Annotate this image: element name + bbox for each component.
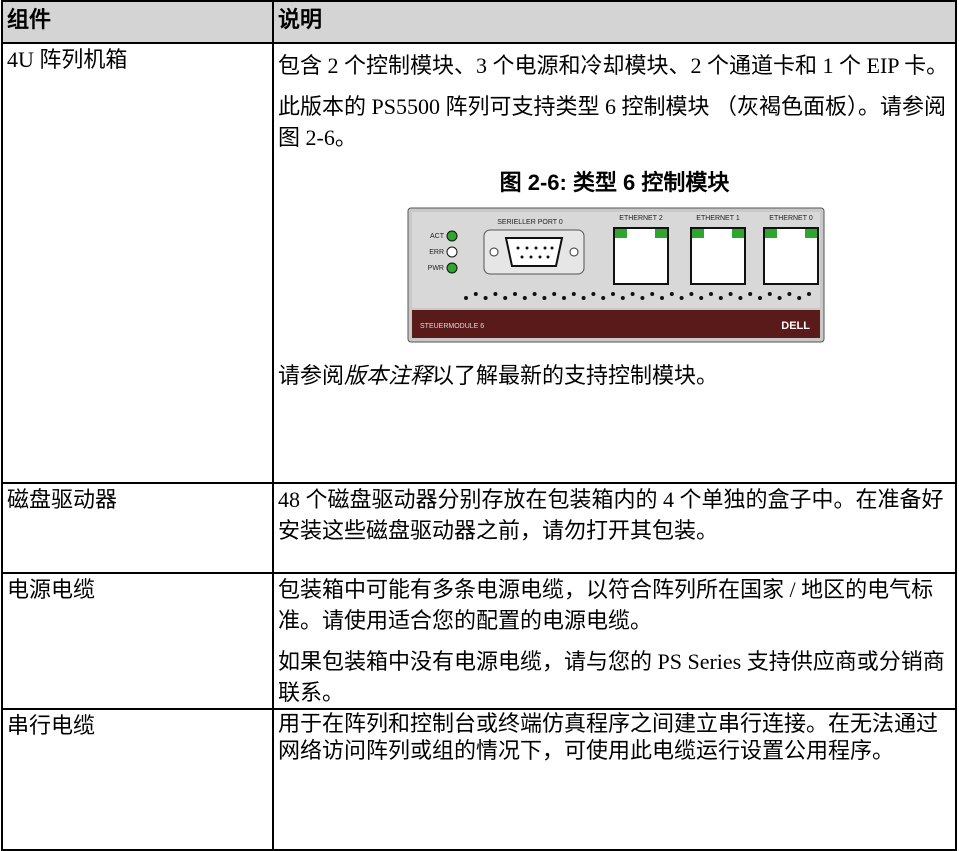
vent-dot (483, 296, 488, 300)
vent-dot (464, 296, 468, 300)
paragraph: 包装箱中可能有多条电源电缆，以符合阵列所在国家 / 地区的电气标准。请使用适合您… (278, 577, 934, 633)
led-label: ERR (429, 249, 444, 256)
vent-dot (581, 296, 586, 300)
vent-dot (797, 296, 802, 300)
vent-dot (562, 296, 566, 300)
vent-dot (679, 296, 684, 300)
description-cell: 用于在阵列和控制台或终端仿真程序之间建立串行连接。在无法通过网络访问阵列或组的情… (272, 708, 957, 851)
component-cell: 串行电缆 (1, 708, 274, 851)
paragraph: 此版本的 PS5500 阵列可支持类型 6 控制模块 （灰褐色面板）。请参阅图 … (278, 94, 946, 150)
vent-dot (513, 292, 517, 296)
port-label: ETHERNET 2 (619, 215, 663, 222)
port-label: SERIELLER PORT 0 (497, 219, 563, 226)
paragraph: 48 个磁盘驱动器分别存放在包装箱内的 4 个单独的盒子中。在准备好安装这些磁盘… (278, 487, 944, 543)
vent-dot (620, 296, 625, 300)
vent-dot (807, 292, 811, 296)
vent-dot (503, 296, 508, 300)
vent-dot (787, 292, 792, 296)
port-label: ETHERNET 0 (769, 215, 813, 222)
port-label: ETHERNET 1 (696, 215, 740, 222)
led-label: ACT (430, 233, 445, 240)
led-label: PWR (428, 265, 444, 272)
header-cell: 说明 (272, 0, 957, 44)
module-label: STEUERMODULE 6 (420, 323, 484, 330)
vent-dot (542, 296, 547, 300)
vent-dot (709, 292, 713, 296)
header-cell: 组件 (1, 0, 274, 44)
vent-dot (591, 292, 596, 296)
note-text: 以了解最新的支持控制模块。 (432, 363, 719, 388)
component-cell: 磁盘驱动器 (1, 482, 274, 574)
figure-caption: 图 2-6: 类型 6 控制模块 (499, 170, 730, 195)
module-figure: ACT ERR PWR SERIELLER PORT 0 ETHERNET 2 … (407, 207, 825, 343)
vent-dot (767, 292, 772, 296)
description-cell: 包装箱中可能有多条电源电缆，以符合阵列所在国家 / 地区的电气标准。请使用适合您… (272, 572, 957, 710)
note-text: 请参阅 (278, 363, 345, 388)
vent-dot (522, 296, 527, 300)
vent-dot (728, 292, 733, 296)
component-cell: 4U 阵列机箱 (1, 42, 274, 484)
vent-dot (758, 296, 762, 300)
vent-dot (718, 296, 723, 300)
vent-dot (493, 292, 498, 296)
description-cell: 包含 2 个控制模块、3 个电源和冷却模块、2 个通道卡和 1 个 EIP 卡。… (272, 42, 957, 484)
vent-dot (738, 296, 743, 300)
component-cell: 电源电缆 (1, 572, 274, 710)
vent-dot (630, 292, 635, 296)
paragraph: 如果包装箱中没有电源电缆，请与您的 PS Series 支持供应商或分销商联系。 (278, 649, 945, 705)
vent-dot (748, 292, 753, 296)
vent-dot (473, 292, 478, 296)
vent-dot (571, 292, 576, 296)
note-emphasis: 版本注释 (344, 363, 433, 388)
vent-dot (650, 292, 655, 296)
vent-dot (611, 292, 615, 296)
vent-dot (660, 296, 664, 300)
vent-dot (777, 296, 782, 300)
vent-dot (640, 296, 645, 300)
brand-label: DELL (781, 320, 810, 332)
vent-dot (601, 296, 606, 300)
vent-dot (699, 296, 704, 300)
paragraph: 用于在阵列和控制台或终端仿真程序之间建立串行连接。在无法通过网络访问阵列或组的情… (278, 711, 939, 763)
vent-dot (689, 292, 694, 296)
vent-dot (532, 292, 537, 296)
vent-dot (669, 292, 674, 296)
paragraph: 包含 2 个控制模块、3 个电源和冷却模块、2 个通道卡和 1 个 EIP 卡。 (278, 53, 949, 78)
description-cell: 48 个磁盘驱动器分别存放在包装箱内的 4 个单独的盒子中。在准备好安装这些磁盘… (272, 482, 957, 574)
note: 请参阅版本注释以了解最新的支持控制模块。 (278, 360, 951, 391)
vent-dot (552, 292, 557, 296)
